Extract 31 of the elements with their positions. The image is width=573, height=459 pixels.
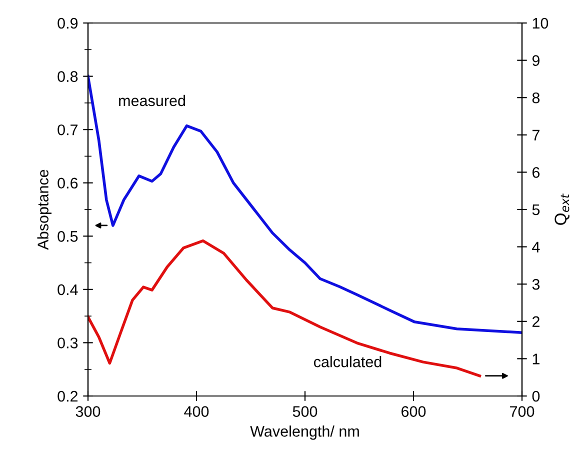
x-tick-label: 600 <box>402 406 426 417</box>
y-tick-label: 0.6 <box>58 178 78 189</box>
line-series <box>88 239 482 378</box>
y2-tick-label: 9 <box>532 55 540 66</box>
y-tick-label: 0.9 <box>58 18 78 29</box>
y2-tick-label: 2 <box>532 316 540 327</box>
y2-axis-title: Q$_{ext}$ <box>554 194 570 225</box>
x-tick-label: 500 <box>292 406 318 417</box>
y2-tick-label: 4 <box>532 242 540 252</box>
y-tick-label: 0.8 <box>58 71 78 82</box>
y2-tick-label: 8 <box>532 92 540 104</box>
y2-tick-label: 3 <box>532 278 540 290</box>
x-tick-label: 300 <box>76 406 100 417</box>
y2-tick-label: 6 <box>532 167 540 178</box>
line-series <box>88 74 522 334</box>
annotation: calculated <box>314 356 382 368</box>
y-tick-label: 0.3 <box>58 338 78 348</box>
annotation: measured <box>119 94 185 106</box>
x-tick-label: 400 <box>184 406 209 417</box>
y2-tick-label: 5 <box>532 204 540 216</box>
x-tick-label: 700 <box>510 406 534 417</box>
y2-tick-label: 7 <box>532 130 540 140</box>
y2-tick-label: 10 <box>532 18 548 29</box>
x-axis-title: Wavelength/ nm <box>250 426 359 440</box>
y-axis-title: Absoptance <box>37 170 52 250</box>
y2-tick-label: 0 <box>532 390 540 402</box>
y-tick-label: 0.2 <box>58 390 78 402</box>
y-tick-label: 0.5 <box>58 231 78 242</box>
y2-tick-label: 1 <box>532 354 540 364</box>
y-tick-label: 0.7 <box>58 124 78 136</box>
y-tick-label: 0.4 <box>58 284 78 296</box>
